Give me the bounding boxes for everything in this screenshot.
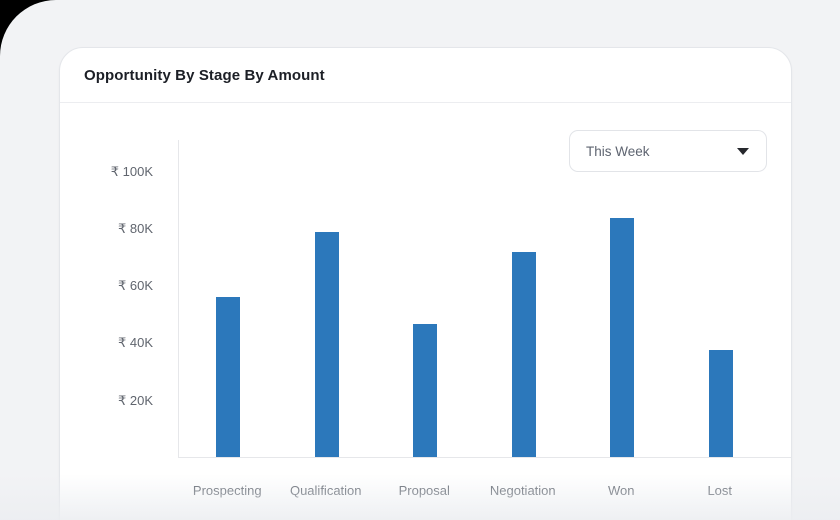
x-tick-label: Negotiation [489,483,556,498]
y-tick-label: ₹ 100K [110,163,153,179]
time-range-selected-value: This Week [586,143,650,159]
time-range-select[interactable]: This Week [569,130,767,172]
bar-slot [278,140,377,457]
chart-card: Opportunity By Stage By Amount This Week… [59,47,792,520]
card-header: Opportunity By Stage By Amount [60,48,791,103]
y-tick-label: ₹ 40K [117,335,153,351]
bar-series [179,140,770,457]
bar-lost[interactable] [708,349,733,457]
bar-qualification[interactable] [314,232,339,457]
chart-area: This Week ₹ 20K ₹ 40K ₹ 60K ₹ 80K ₹ 100K Pro… [60,103,791,520]
bar-slot [179,140,278,457]
card-title: Opportunity By Stage By Amount [84,66,325,84]
y-tick-label: ₹ 60K [117,278,153,294]
x-tick-label: Lost [707,483,733,498]
y-tick-label: ₹ 80K [117,220,153,236]
x-tick-label: Won [608,483,635,498]
x-tick-label: Proposal [398,483,450,498]
plot-area [178,140,791,458]
x-tick-label: Qualification [289,483,362,498]
y-tick-label: ₹ 20K [117,392,153,408]
bar-slot [475,140,574,457]
chevron-down-icon [737,147,749,155]
bar-negotiation[interactable] [511,252,536,457]
bar-slot [376,140,475,457]
y-axis-labels: ₹ 20K ₹ 40K ₹ 60K ₹ 80K ₹ 100K [60,140,153,458]
bar-won[interactable] [610,217,635,457]
bar-proposal[interactable] [413,323,438,457]
x-axis-labels: Prospecting Qualification Proposal Negotiat… [178,483,769,498]
bar-slot [573,140,672,457]
x-tick-label: Prospecting [192,483,262,498]
bar-prospecting[interactable] [216,296,241,457]
bar-slot [672,140,771,457]
